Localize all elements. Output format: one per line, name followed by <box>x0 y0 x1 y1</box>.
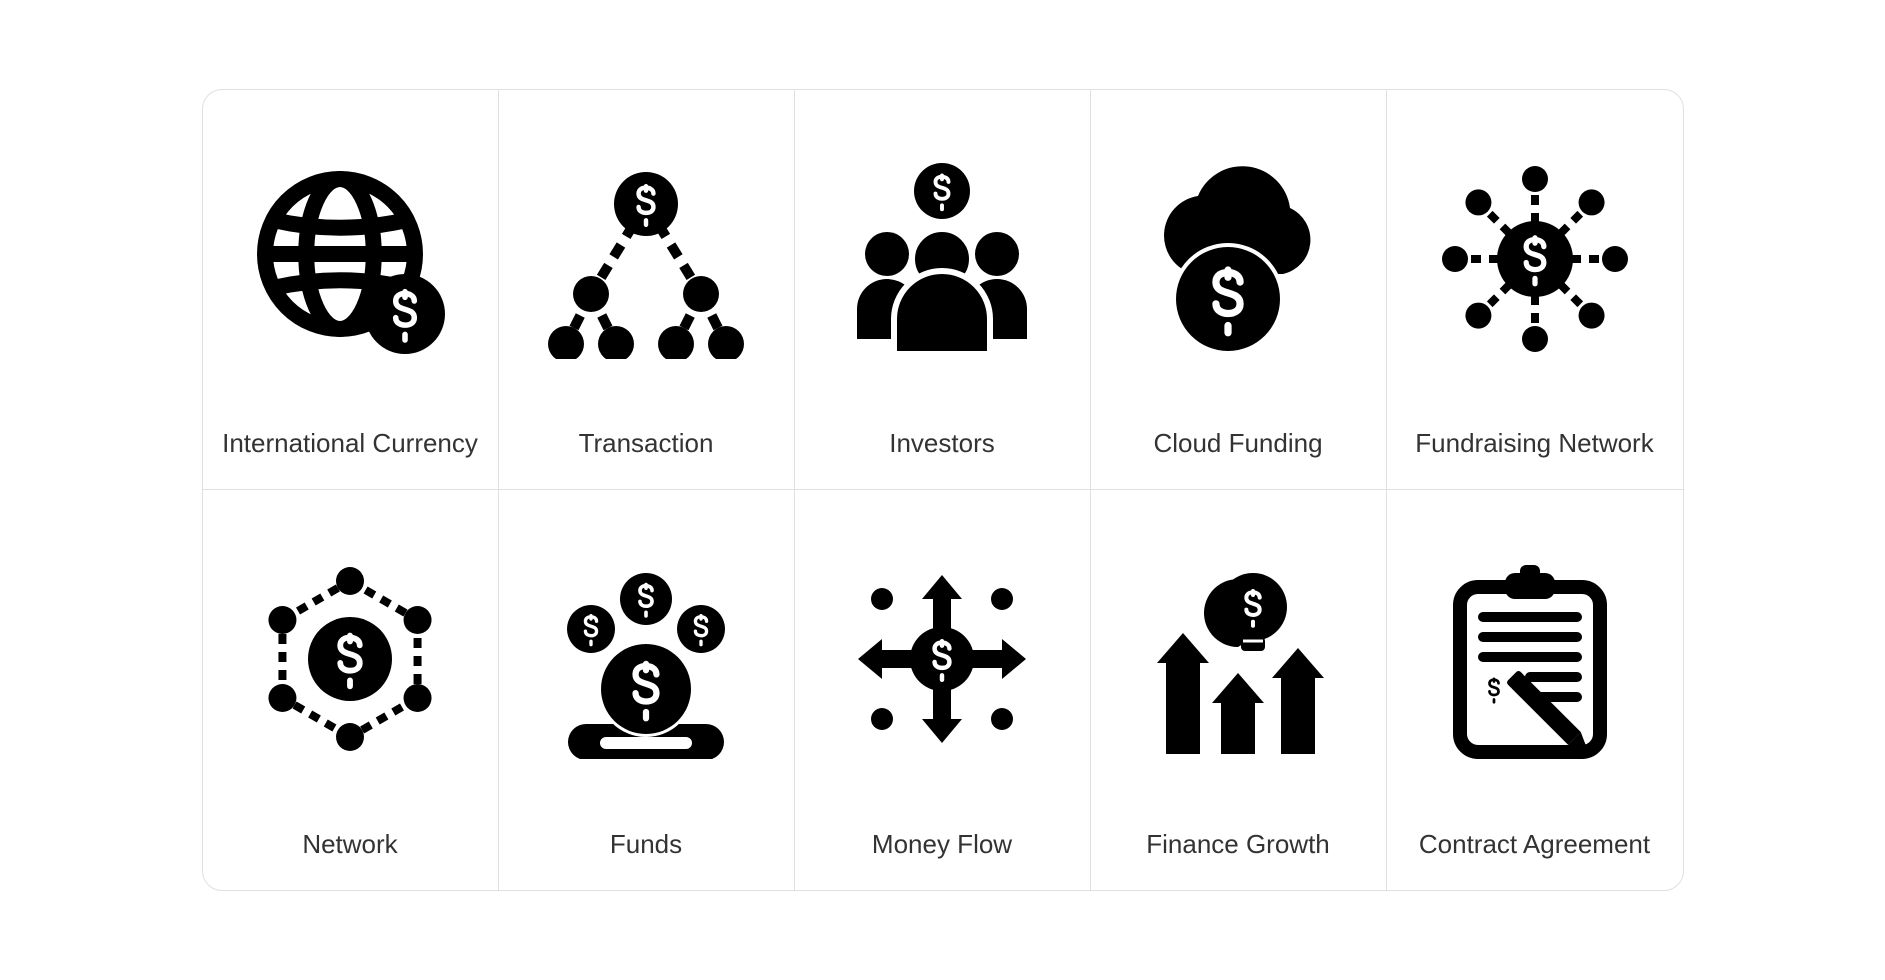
icon-cell-contract-agreement: Contract Agreement <box>1387 490 1683 890</box>
icon-label: Investors <box>889 428 995 459</box>
investors-icon <box>795 90 1090 428</box>
icon-cell-funds: Funds <box>499 490 795 890</box>
icon-label: Network <box>302 829 397 860</box>
cloud-funding-icon <box>1091 90 1386 428</box>
icon-cell-cloud-funding: Cloud Funding <box>1091 90 1387 490</box>
transaction-icon <box>499 90 794 428</box>
canvas: International Currency Transaction Inves… <box>0 0 1885 980</box>
icon-cell-network: Network <box>203 490 499 890</box>
icon-label: Cloud Funding <box>1153 428 1322 459</box>
icon-cell-finance-growth: Finance Growth <box>1091 490 1387 890</box>
icon-label: Fundraising Network <box>1415 428 1653 459</box>
icon-cell-investors: Investors <box>795 90 1091 490</box>
finance-growth-icon <box>1091 490 1386 829</box>
funds-icon <box>499 490 794 829</box>
icon-label: International Currency <box>222 428 478 459</box>
icon-cell-money-flow: Money Flow <box>795 490 1091 890</box>
icon-label: Transaction <box>579 428 714 459</box>
contract-agreement-icon <box>1387 490 1683 829</box>
icon-label: Contract Agreement <box>1419 829 1650 860</box>
icon-label: Finance Growth <box>1146 829 1330 860</box>
icon-cell-transaction: Transaction <box>499 90 795 490</box>
icon-label: Funds <box>610 829 682 860</box>
international-currency-icon <box>203 90 498 428</box>
money-flow-icon <box>795 490 1090 829</box>
network-icon <box>203 490 498 829</box>
icon-cell-fundraising-network: Fundraising Network <box>1387 90 1683 490</box>
icon-label: Money Flow <box>872 829 1012 860</box>
icon-cell-international-currency: International Currency <box>203 90 499 490</box>
fundraising-network-icon <box>1387 90 1683 428</box>
icon-grid: International Currency Transaction Inves… <box>202 89 1684 891</box>
